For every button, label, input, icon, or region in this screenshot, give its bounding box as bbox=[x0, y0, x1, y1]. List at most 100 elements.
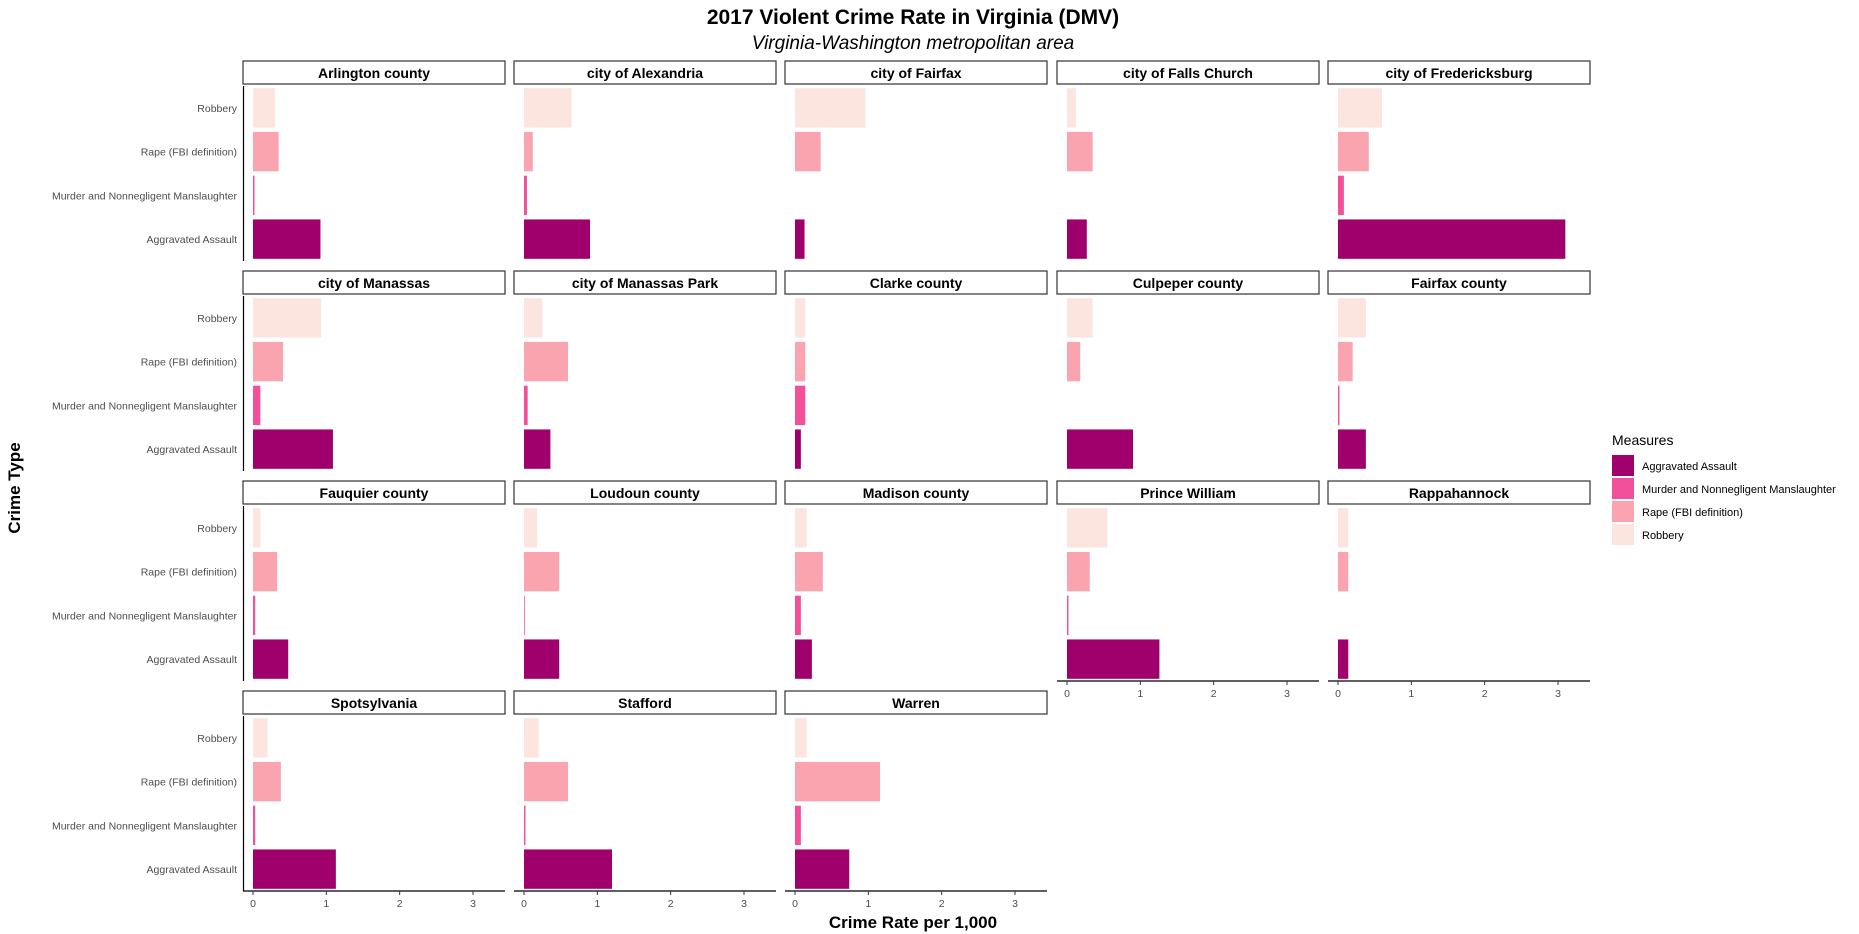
bar-city-of-fredericksburg-robbery bbox=[1338, 88, 1382, 128]
y-tick-label-aggravated-assault: Aggravated Assault bbox=[147, 234, 238, 246]
facet-strip-fairfax-county bbox=[1327, 270, 1591, 295]
bar-fairfax-county-rape-fbi-definition bbox=[1338, 341, 1353, 382]
bar-rappahannock-aggravated-assault bbox=[1338, 639, 1349, 679]
bar-city-of-fredericksburg-aggravated-assault bbox=[1338, 219, 1566, 259]
bar-city-of-fredericksburg-rape-fbi-definition bbox=[1338, 131, 1369, 172]
y-tick-label-aggravated-assault: Aggravated Assault bbox=[147, 444, 238, 456]
bar-city-of-fairfax-robbery bbox=[795, 88, 866, 128]
bar-warren-murder-and-nonnegligent-manslaughter bbox=[795, 805, 801, 846]
x-tick-label: 0 bbox=[250, 898, 256, 910]
x-axis-title: Crime Rate per 1,000 bbox=[829, 913, 997, 932]
facet-strip-city-of-falls-church bbox=[1056, 60, 1320, 85]
facet-strip-spotsylvania bbox=[242, 690, 506, 715]
y-tick-label-robbery: Robbery bbox=[197, 313, 237, 325]
facet-strip-city-of-fairfax bbox=[784, 60, 1048, 85]
bar-madison-county-aggravated-assault bbox=[795, 639, 812, 679]
y-tick-label-rape-fbi-definition: Rape (FBI definition) bbox=[141, 777, 237, 789]
facet-title-spotsylvania: Spotsylvania bbox=[331, 695, 418, 711]
bar-clarke-county-rape-fbi-definition bbox=[795, 341, 806, 382]
x-tick-label: 2 bbox=[397, 898, 403, 910]
facet-title-fauquier-county: Fauquier county bbox=[320, 485, 429, 501]
x-tick-label: 3 bbox=[1012, 898, 1018, 910]
facet-strip-clarke-county bbox=[784, 270, 1048, 295]
facet-strip-culpeper-county bbox=[1056, 270, 1320, 295]
bar-clarke-county-aggravated-assault bbox=[795, 429, 801, 469]
bar-fauquier-county-aggravated-assault bbox=[253, 639, 289, 679]
bar-city-of-falls-church-aggravated-assault bbox=[1067, 219, 1087, 259]
bar-city-of-alexandria-aggravated-assault bbox=[524, 219, 590, 259]
facet-strip-city-of-alexandria bbox=[513, 60, 777, 85]
y-tick-label-robbery: Robbery bbox=[197, 733, 237, 745]
x-tick-label: 2 bbox=[1482, 688, 1488, 700]
facet-title-clarke-county: Clarke county bbox=[870, 275, 963, 291]
facet-title-prince-william: Prince William bbox=[1140, 485, 1236, 501]
chart-subtitle: Virginia-Washington metropolitan area bbox=[752, 33, 1074, 54]
legend: Measures Aggravated Assault Murder and No… bbox=[1612, 432, 1836, 545]
bar-fauquier-county-rape-fbi-definition bbox=[253, 551, 278, 592]
legend-label-murder-and-nonnegligent-manslaughter: Murder and Nonnegligent Manslaughter bbox=[1642, 484, 1836, 496]
x-tick-label: 1 bbox=[1408, 688, 1414, 700]
bar-clarke-county-robbery bbox=[795, 298, 806, 338]
bar-prince-william-aggravated-assault bbox=[1067, 639, 1160, 679]
facet-title-fairfax-county: Fairfax county bbox=[1411, 275, 1507, 291]
x-tick-label: 1 bbox=[594, 898, 600, 910]
y-tick-label-murder-and-nonnegligent-manslaughter: Murder and Nonnegligent Manslaughter bbox=[52, 610, 238, 622]
bar-fairfax-county-robbery bbox=[1338, 298, 1366, 338]
bar-fauquier-county-robbery bbox=[253, 508, 261, 548]
y-tick-label-murder-and-nonnegligent-manslaughter: Murder and Nonnegligent Manslaughter bbox=[52, 820, 238, 832]
y-tick-label-aggravated-assault: Aggravated Assault bbox=[147, 654, 238, 666]
facet-title-city-of-falls-church: city of Falls Church bbox=[1123, 65, 1253, 81]
bar-city-of-fairfax-rape-fbi-definition bbox=[795, 131, 821, 172]
y-tick-label-robbery: Robbery bbox=[197, 523, 237, 535]
facet-title-warren: Warren bbox=[892, 695, 940, 711]
legend-label-robbery: Robbery bbox=[1642, 530, 1684, 542]
facet-strip-loudoun-county bbox=[513, 480, 777, 505]
facet-strip-stafford bbox=[513, 690, 777, 715]
bar-arlington-county-aggravated-assault bbox=[253, 219, 321, 259]
facet-panels: Arlington county Robbery Rape (FBI definit… bbox=[52, 60, 1591, 910]
y-tick-label-rape-fbi-definition: Rape (FBI definition) bbox=[141, 147, 237, 159]
x-tick-label: 3 bbox=[1555, 688, 1561, 700]
y-tick-label-aggravated-assault: Aggravated Assault bbox=[147, 864, 238, 876]
facet-title-rappahannock: Rappahannock bbox=[1409, 485, 1510, 501]
y-tick-label-murder-and-nonnegligent-manslaughter: Murder and Nonnegligent Manslaughter bbox=[52, 400, 238, 412]
bar-city-of-falls-church-rape-fbi-definition bbox=[1067, 131, 1093, 172]
facet-title-arlington-county: Arlington county bbox=[318, 65, 430, 81]
bar-city-of-manassas-park-aggravated-assault bbox=[524, 429, 551, 469]
bar-city-of-manassas-aggravated-assault bbox=[253, 429, 333, 469]
facet-title-city-of-manassas: city of Manassas bbox=[318, 275, 430, 291]
bar-fairfax-county-aggravated-assault bbox=[1338, 429, 1366, 469]
x-tick-label: 3 bbox=[741, 898, 747, 910]
x-tick-label: 2 bbox=[939, 898, 945, 910]
x-tick-label: 3 bbox=[1284, 688, 1290, 700]
bar-loudoun-county-murder-and-nonnegligent-manslaughter bbox=[524, 595, 525, 636]
facet-strip-arlington-county bbox=[242, 60, 506, 85]
bar-fauquier-county-murder-and-nonnegligent-manslaughter bbox=[253, 595, 256, 636]
legend-title: Measures bbox=[1612, 432, 1673, 448]
bar-culpeper-county-robbery bbox=[1067, 298, 1093, 338]
legend-swatch-aggravated-assault bbox=[1612, 455, 1634, 476]
facet-title-city-of-fredericksburg: city of Fredericksburg bbox=[1385, 65, 1532, 81]
facet-strip-city-of-manassas-park bbox=[513, 270, 777, 295]
bar-prince-william-robbery bbox=[1067, 508, 1108, 548]
bar-city-of-alexandria-robbery bbox=[524, 88, 572, 128]
bar-stafford-rape-fbi-definition bbox=[524, 761, 568, 802]
bar-arlington-county-rape-fbi-definition bbox=[253, 131, 279, 172]
y-tick-label-rape-fbi-definition: Rape (FBI definition) bbox=[141, 357, 237, 369]
bar-spotsylvania-murder-and-nonnegligent-manslaughter bbox=[253, 805, 256, 846]
facet-strip-prince-william bbox=[1056, 480, 1320, 505]
y-axis-title: Crime Type bbox=[5, 442, 24, 533]
bar-arlington-county-murder-and-nonnegligent-manslaughter bbox=[253, 175, 255, 216]
x-tick-label: 0 bbox=[1064, 688, 1070, 700]
bar-city-of-fairfax-aggravated-assault bbox=[795, 219, 805, 259]
bar-city-of-manassas-park-rape-fbi-definition bbox=[524, 341, 568, 382]
x-tick-label: 0 bbox=[1335, 688, 1341, 700]
bar-spotsylvania-aggravated-assault bbox=[253, 849, 336, 889]
bar-city-of-alexandria-murder-and-nonnegligent-manslaughter bbox=[524, 175, 527, 216]
x-tick-label: 2 bbox=[1211, 688, 1217, 700]
bar-loudoun-county-rape-fbi-definition bbox=[524, 551, 560, 592]
x-tick-label: 0 bbox=[521, 898, 527, 910]
y-tick-label-rape-fbi-definition: Rape (FBI definition) bbox=[141, 567, 237, 579]
bar-warren-rape-fbi-definition bbox=[795, 761, 881, 802]
